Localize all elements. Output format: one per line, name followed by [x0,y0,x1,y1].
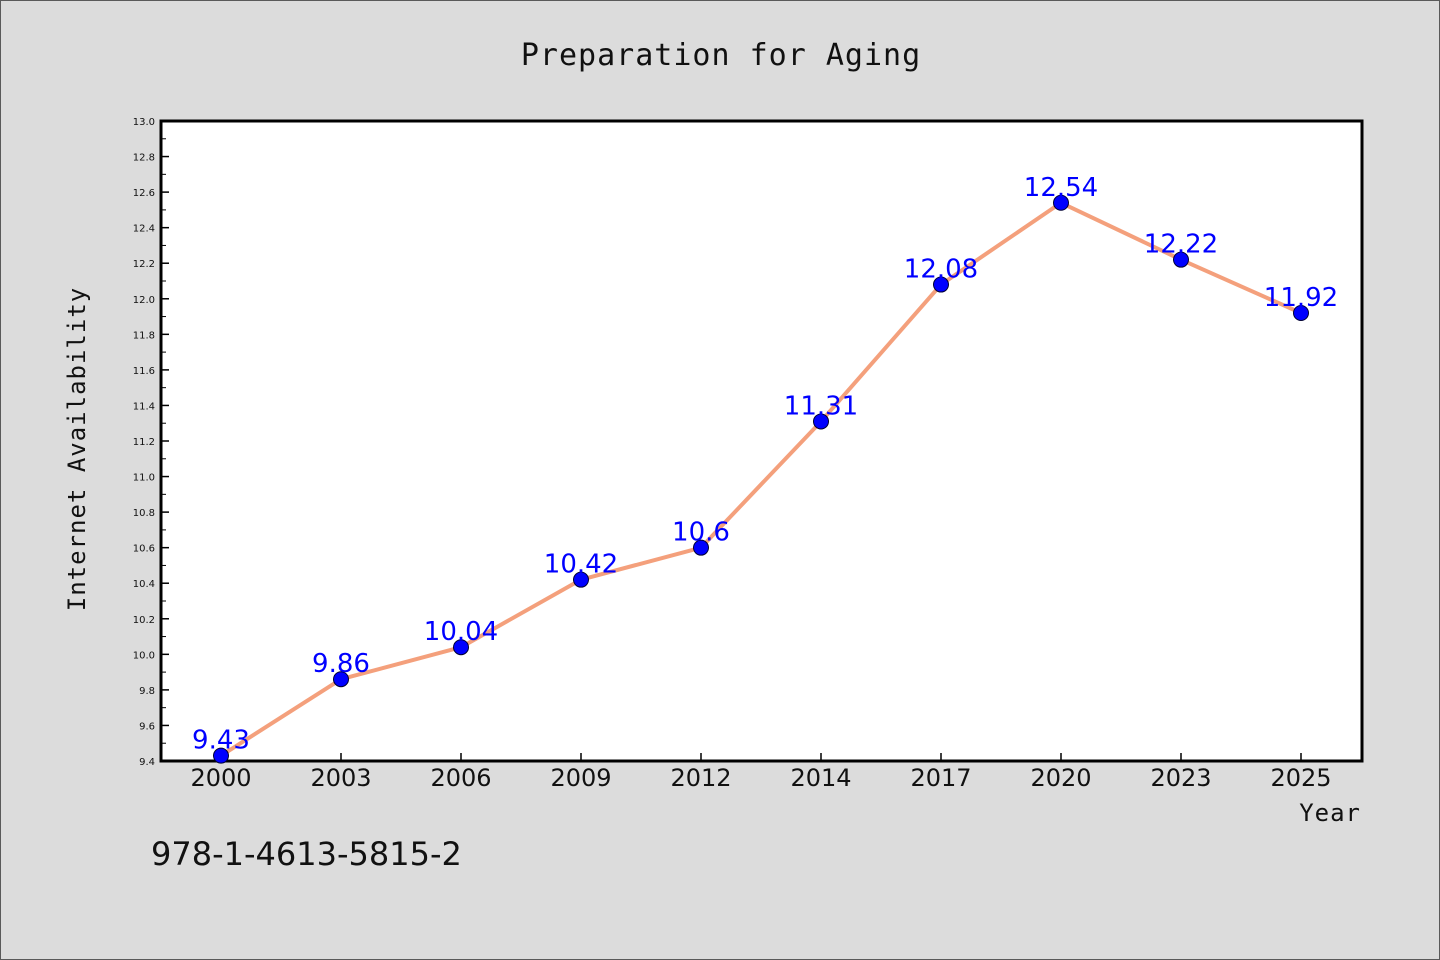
plot-area [159,119,1364,763]
data-label: 9.86 [312,649,370,679]
data-labels: 9.43 9.86 10.04 10.42 10.6 11.31 12.08 12.54 12.… [192,173,1338,756]
y-tick-label: 10.8 [133,508,155,519]
y-tick-label: 10.6 [133,544,155,555]
data-label: 9.43 [192,726,250,756]
y-tick-label: 11.4 [133,401,155,412]
y-axis: 9.4 9.6 9.8 10.0 10.2 10.4 10.6 10.8 11.0 11.2 11.… [133,117,169,768]
y-tick-label: 11.8 [133,330,155,341]
x-tick-label: 2023 [1150,764,1211,792]
y-tick-label: 12.6 [133,188,155,199]
data-label: 11.31 [784,391,858,421]
data-point [333,671,349,688]
y-tick-label: 12.8 [133,153,155,164]
y-tick-label: 11.2 [133,437,155,448]
y-tick-label: 9.4 [139,757,155,768]
y-tick-label: 12.4 [133,224,155,235]
chart-title: Preparation for Aging [521,38,921,73]
x-tick-label: 2020 [1030,764,1091,792]
data-label: 12.08 [904,255,978,285]
x-tick-label: 2025 [1270,764,1331,792]
data-point [813,413,829,430]
y-tick-label: 12.0 [133,295,155,306]
y-tick-label: 10.0 [133,650,155,661]
data-point [1293,305,1309,321]
y-tick-label: 13.0 [133,117,155,128]
data-point [693,539,709,556]
data-point [213,747,229,764]
x-tick-label: 2000 [190,764,251,792]
y-tick-label: 11.6 [133,366,155,377]
data-point [573,571,589,588]
y-tick-label: 10.4 [133,579,155,590]
y-tick-label: 9.8 [139,686,155,697]
x-tick-label: 2014 [790,764,851,792]
data-label: 12.54 [1024,173,1098,203]
data-label: 10.42 [544,550,618,580]
data-point [1053,194,1069,211]
series-markers [213,194,1309,764]
x-tick-label: 2006 [430,764,491,792]
isbn-annotation: 978-1-4613-5815-2 [151,835,462,873]
x-tick-label: 2009 [550,764,611,792]
y-axis-title: Internet Availability [63,287,91,611]
x-axis: 2000 2003 2006 2009 2012 2014 2017 2020 2023 2025 [190,753,1332,792]
x-tick-label: 2003 [310,764,371,792]
data-label: 10.04 [424,617,498,647]
series-line [219,200,1303,758]
data-label: 12.22 [1144,230,1218,260]
x-axis-title: Year [1299,799,1361,827]
series-polyline [219,200,1303,758]
data-point [453,639,469,656]
data-label: 10.6 [672,518,730,548]
data-point [933,276,949,293]
x-tick-label: 2017 [910,764,971,792]
y-tick-label: 12.2 [133,259,155,270]
x-tick-label: 2012 [670,764,731,792]
y-tick-label: 10.2 [133,615,155,626]
y-tick-label: 9.6 [139,721,155,732]
y-tick-label: 11.0 [133,473,155,484]
data-point [1173,251,1189,268]
data-label: 11.92 [1264,283,1338,313]
